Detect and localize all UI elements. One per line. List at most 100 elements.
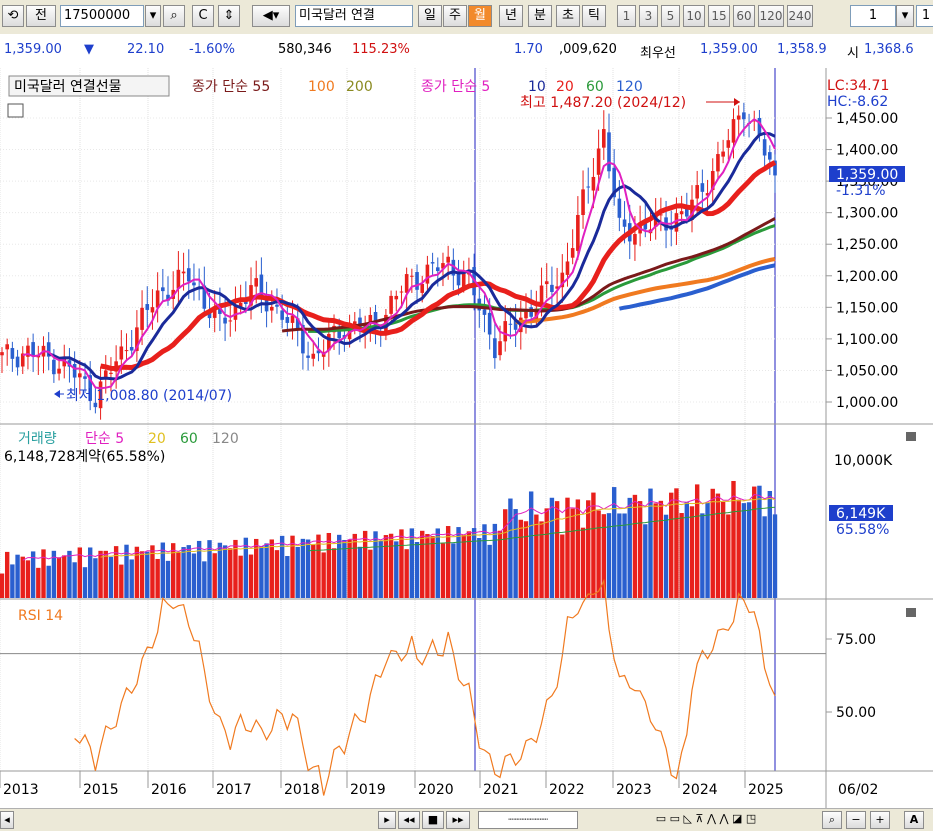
rewind-button[interactable]: ◂◂ xyxy=(398,811,420,829)
candle-body xyxy=(695,185,699,199)
forward-button[interactable]: ▸▸ xyxy=(446,811,470,829)
volume-bar xyxy=(191,553,197,598)
candle-body xyxy=(46,342,51,357)
chart-area[interactable]: 미국달러 연결선물 종가 단순 55 100 200 종가 단순 5 10 20… xyxy=(0,68,933,808)
volume-bar xyxy=(238,555,243,598)
volume-bar xyxy=(337,534,342,598)
table-icon[interactable] xyxy=(7,103,24,118)
app-icon[interactable]: ⟲ xyxy=(2,5,24,27)
candle-body xyxy=(612,167,616,198)
zoom-slider[interactable]: ┈┈┈┈┈┈ xyxy=(478,811,578,829)
current-volume-pct: 65.58% xyxy=(836,522,889,538)
volume-bar xyxy=(580,527,586,598)
rsi-title: RSI 14 xyxy=(18,608,63,624)
candle-body xyxy=(757,117,762,136)
volume-bar xyxy=(611,487,617,598)
volume-bar xyxy=(311,544,316,598)
code-input[interactable]: 17500000 xyxy=(60,5,144,27)
speaker-icon[interactable]: ◀▾ xyxy=(252,5,290,27)
volume-bar xyxy=(549,497,555,598)
interval-tab-3[interactable]: 3 xyxy=(639,5,658,27)
stepper-icon[interactable]: ⇕ xyxy=(218,5,240,27)
volume-bar xyxy=(129,559,134,598)
period-tab-0[interactable]: 일 xyxy=(418,5,442,27)
candle-body xyxy=(389,295,393,314)
tool-icons[interactable]: ▭ ▭ ◺ ⊼ ⋀ ⋀ ◪ ◳ xyxy=(592,811,820,829)
candle-body xyxy=(254,278,259,287)
current-pct-label: -1.31% xyxy=(836,183,886,199)
interval-tab-1[interactable]: 1 xyxy=(617,5,636,27)
interval-tab-15[interactable]: 15 xyxy=(708,5,730,27)
scroll-left-button[interactable]: ◂ xyxy=(0,811,14,829)
interval-tab-5[interactable]: 5 xyxy=(661,5,680,27)
spread-value: 1.70 xyxy=(514,42,543,57)
volume-bar xyxy=(445,526,451,598)
y-tick-label: 1,250.00 xyxy=(836,237,898,253)
volume-bar xyxy=(508,498,513,598)
chart-svg[interactable]: 미국달러 연결선물 종가 단순 55 100 200 종가 단순 5 10 20… xyxy=(0,68,933,808)
count-input[interactable]: 1 xyxy=(850,5,896,27)
open-label: 시 xyxy=(847,46,859,61)
stop-button[interactable]: ■ xyxy=(422,811,444,829)
volume-bar xyxy=(113,546,119,598)
zoom-out-button[interactable]: − xyxy=(846,811,866,829)
ma-short-label: 종가 단순 5 xyxy=(421,79,490,95)
price-panel-title: 미국달러 연결선물 xyxy=(14,79,122,95)
period-tab-5[interactable]: 초 xyxy=(556,5,580,27)
zoom-icon[interactable]: ⌕ xyxy=(822,811,842,829)
volume-panel-close-icon[interactable] xyxy=(906,432,916,441)
candle-body xyxy=(15,356,20,368)
candle-body xyxy=(5,344,9,350)
x-axis-years: 2013 2015 2016 2017 2018 2019 2020 2021 2022 2023… xyxy=(0,771,784,798)
interval-tab-60[interactable]: 60 xyxy=(733,5,755,27)
symbol-name-field[interactable]: 미국달러 연결 xyxy=(295,5,413,27)
period-tab-1[interactable]: 주 xyxy=(443,5,467,27)
candle-body xyxy=(482,309,487,315)
candle-body xyxy=(742,112,746,120)
volume-bar xyxy=(279,535,285,598)
search-icon[interactable]: ⌕ xyxy=(163,5,185,27)
candle-body xyxy=(31,342,35,356)
x-year-label: 2019 xyxy=(350,782,386,798)
interval-tab-120[interactable]: 120 xyxy=(758,5,784,27)
volume-bar xyxy=(471,528,477,598)
code-dropdown-button[interactable]: ▾ xyxy=(145,5,161,27)
zoom-in-button[interactable]: + xyxy=(870,811,890,829)
rsi-panel-close-icon[interactable] xyxy=(906,608,916,617)
copy-icon[interactable]: C xyxy=(192,5,214,27)
x-year-label: 2023 xyxy=(616,782,652,798)
best-ask: 1,358.9 xyxy=(777,42,827,57)
candle-body xyxy=(565,261,570,275)
volume-bar xyxy=(331,548,337,598)
candle-body xyxy=(93,402,98,408)
scroll-right-button[interactable]: ▸ xyxy=(378,811,396,829)
change-pct: -1.60% xyxy=(189,42,235,57)
volume-bar xyxy=(767,491,773,598)
volume-bar xyxy=(274,550,280,598)
count-dropdown-button[interactable]: ▾ xyxy=(896,5,914,27)
period-tab-6[interactable]: 틱 xyxy=(582,5,606,27)
y-tick-label: 1,050.00 xyxy=(836,363,898,379)
candlesticks xyxy=(0,102,777,420)
volume-bar xyxy=(321,552,326,598)
volume-bar xyxy=(62,555,67,598)
period-tab-4[interactable]: 분 xyxy=(528,5,552,27)
volume-bar xyxy=(430,536,435,598)
candle-body xyxy=(524,310,528,319)
volume-bar xyxy=(694,484,700,598)
auto-scale-button[interactable]: A xyxy=(904,811,924,829)
period-tab-3[interactable]: 년 xyxy=(499,5,523,27)
period-tab-2[interactable]: 월 xyxy=(468,5,492,27)
interval-tab-10[interactable]: 10 xyxy=(683,5,705,27)
interval-tab-240[interactable]: 240 xyxy=(787,5,813,27)
price-title-box[interactable] xyxy=(8,75,170,97)
candle-body xyxy=(352,321,357,327)
current-volume-label: 6,149K xyxy=(836,506,886,522)
ma-10-line xyxy=(48,131,776,381)
rsi-line xyxy=(74,578,776,796)
volume-bar xyxy=(404,549,409,598)
extra-field[interactable]: 1 xyxy=(916,5,933,27)
volume-bar xyxy=(176,552,181,598)
volume-bar xyxy=(720,501,726,598)
